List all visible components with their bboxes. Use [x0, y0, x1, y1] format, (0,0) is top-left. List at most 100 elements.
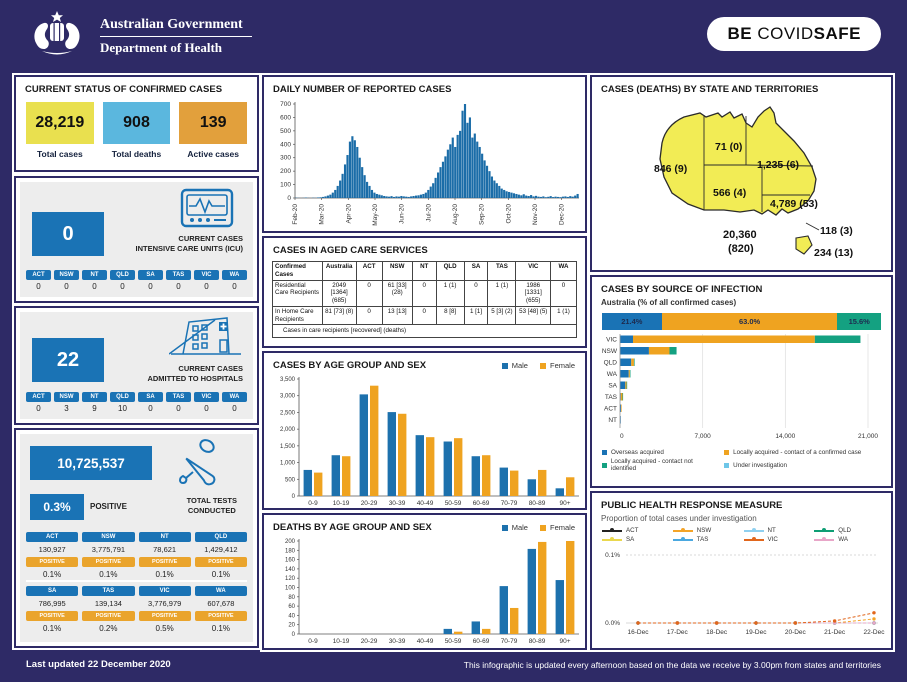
state-cell: WA 0 [222, 270, 247, 291]
state-cell: QLD 0 [110, 270, 135, 291]
svg-text:2,500: 2,500 [280, 410, 296, 416]
legend-label: SA [626, 536, 635, 543]
legend-label: VIC [767, 536, 778, 543]
legend-line [743, 537, 764, 541]
table-cell: 1986 [1331] (655) [515, 279, 552, 307]
map-label-wa: 846 (9) [654, 163, 688, 175]
status-card-label: Total deaths [111, 149, 162, 159]
svg-text:200: 200 [280, 168, 291, 175]
state-pill: QLD [110, 392, 135, 402]
state-cell: ACT 0 [26, 392, 51, 413]
australia-map: 846 (9) 71 (0) 1,235 (6) 566 (4) 4,789 (… [592, 77, 891, 270]
table-header: NT [411, 261, 437, 281]
svg-text:400: 400 [280, 141, 291, 148]
positive-pill: POSITIVE [26, 557, 79, 567]
panel-title: CURRENT STATUS OF CONFIRMED CASES [25, 84, 223, 95]
table-cell: 0 [411, 305, 437, 326]
legend-label: ACT [626, 527, 639, 534]
legend-line [672, 537, 693, 541]
panel-cases-by-age: CASES BY AGE GROUP AND SEX Male Female 0 5… [262, 351, 587, 510]
positive-pill: POSITIVE [82, 557, 135, 567]
legend-item: Overseas acquired [602, 449, 718, 456]
svg-text:1,500: 1,500 [280, 444, 296, 450]
svg-text:600: 600 [280, 114, 291, 121]
table-cell: In Home Care Recipients [272, 305, 323, 326]
svg-text:0: 0 [620, 433, 624, 440]
tests-separator [26, 580, 247, 582]
tests-count: 130,927 [38, 545, 66, 554]
svg-text:60-69: 60-69 [473, 638, 490, 645]
panel-title: CASES BY AGE GROUP AND SEX [273, 360, 427, 371]
svg-text:NT: NT [608, 417, 617, 424]
svg-text:Feb-20: Feb-20 [292, 204, 299, 225]
hospital-caption-2: ADMITTED TO HOSPITALS [147, 374, 243, 384]
table-header: Confirmed Cases [272, 261, 323, 281]
svg-text:SA: SA [608, 383, 617, 390]
state-cell: NT 9 [82, 392, 107, 413]
svg-text:200: 200 [285, 539, 296, 545]
status-card-value: 139 [179, 102, 248, 144]
svg-text:0-9: 0-9 [308, 500, 318, 507]
state-value: 0 [176, 404, 181, 413]
state-pill: VIC [138, 586, 191, 596]
legend-swatch [724, 462, 730, 468]
state-value: 0 [36, 404, 41, 413]
status-card: 28,219 Total cases [26, 102, 94, 159]
table-cell: Residential Care Recipients [272, 279, 323, 307]
tests-count: 607,678 [207, 599, 235, 608]
state-test-cell: WA 607,678 POSITIVE 0.1% [194, 586, 247, 633]
state-value: 0 [148, 404, 153, 413]
state-value: 0 [64, 282, 69, 291]
legend-label: Female [549, 523, 575, 532]
svg-text:60-69: 60-69 [473, 500, 490, 507]
table-header: SA [463, 261, 489, 281]
svg-text:30-39: 30-39 [389, 500, 406, 507]
legend-item: Female [539, 361, 575, 370]
table-header: Australia [321, 261, 357, 281]
badge-safe: SAFE [813, 24, 861, 43]
legend-label: Male [511, 361, 528, 370]
svg-text:90+: 90+ [559, 500, 570, 507]
positive-percent: 0.1% [211, 624, 230, 633]
svg-text:Nov-20: Nov-20 [532, 204, 539, 225]
legend-line [602, 537, 622, 541]
state-value: 0 [232, 404, 237, 413]
svg-text:3,000: 3,000 [280, 394, 296, 400]
panel-state-map: CASES (DEATHS) BY STATE AND TERRITORIES [590, 75, 893, 272]
svg-text:300: 300 [280, 155, 291, 162]
svg-text:10-19: 10-19 [333, 638, 350, 645]
legend-swatch [724, 450, 730, 455]
cases-by-age-chart: 0 500 1,000 1,500 2,000 2,500 3,000 3,500 0-9 10-… [280, 377, 579, 507]
state-pill: WA [222, 270, 247, 280]
svg-text:0.1%: 0.1% [605, 552, 620, 559]
table-cell: 1 [1] [463, 305, 489, 326]
state-pill: NT [82, 270, 107, 280]
positive-pill: POSITIVE [194, 557, 247, 567]
table-header: QLD [435, 261, 465, 281]
phrm-subtitle: Proportion of total cases under investig… [601, 514, 757, 523]
positive-pill: POSITIVE [138, 611, 191, 621]
tests-positive-rate: 0.3% [30, 494, 84, 520]
australia-source-segment: 15.6% [837, 313, 881, 330]
table-cell: 5 [3] (2) [487, 305, 517, 326]
tests-total: 10,725,537 [30, 446, 152, 480]
svg-text:17-Dec: 17-Dec [667, 629, 689, 636]
state-pill: TAS [82, 586, 135, 596]
state-pill: VIC [194, 270, 219, 280]
icu-caption-1: CURRENT CASES [178, 234, 243, 243]
covidsafe-badge: BE COVIDSAFE [707, 17, 881, 51]
tests-count: 786,995 [38, 599, 66, 608]
icu-caption-2: INTENSIVE CARE UNITS (ICU) [135, 244, 243, 254]
state-cell: SA 0 [138, 392, 163, 413]
svg-text:1,000: 1,000 [280, 461, 296, 467]
legend-item: Female [539, 523, 575, 532]
map-label-qld: 1,235 (6) [757, 159, 800, 171]
legend-item: Locally acquired - contact not identifie… [602, 458, 718, 472]
svg-text:80-89: 80-89 [529, 638, 546, 645]
hospital-card: 22 CURRENT CASES ADMITTED TO HOSPITALS [20, 312, 253, 419]
legend-item: NT [743, 527, 811, 534]
legend-item: NSW [672, 527, 740, 534]
state-value: 10 [118, 404, 127, 413]
table-header: VIC [515, 261, 552, 281]
legend-swatch [501, 524, 508, 531]
